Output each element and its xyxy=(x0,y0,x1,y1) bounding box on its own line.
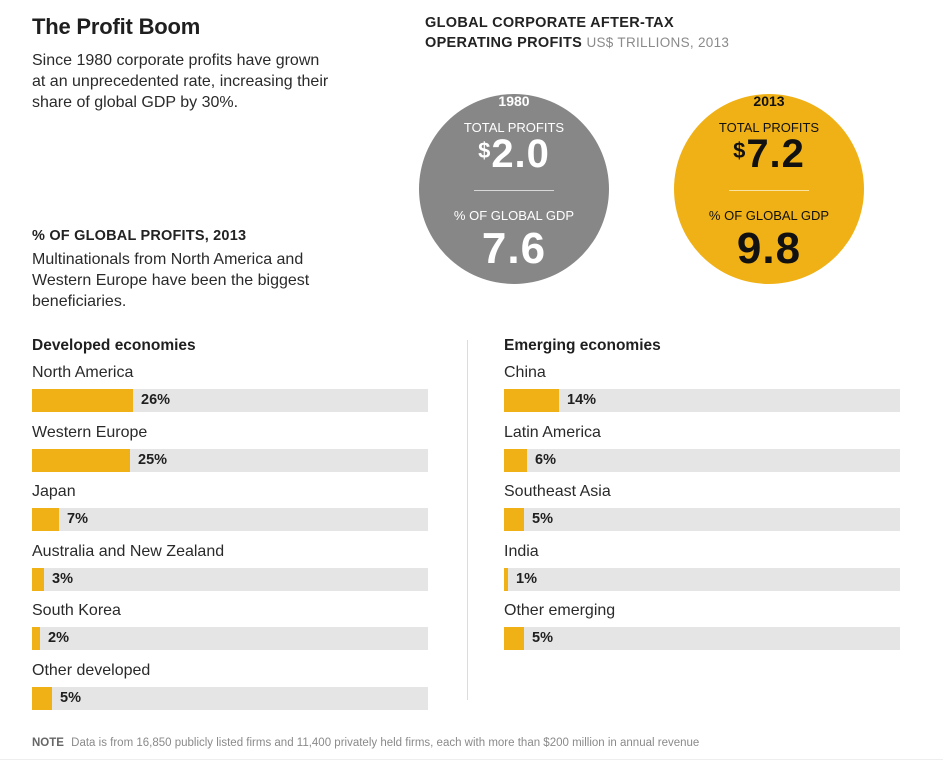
bar-value-label: 14% xyxy=(567,392,597,408)
bottom-rule xyxy=(0,759,943,760)
bar-category-label: Japan xyxy=(32,483,76,500)
currency-symbol: $ xyxy=(478,138,492,163)
circle-divider xyxy=(729,190,809,191)
bar-value-label: 7% xyxy=(67,511,88,527)
note-text: Data is from 16,850 publicly listed firm… xyxy=(71,737,700,749)
bar-value-label: 5% xyxy=(532,630,553,646)
bar xyxy=(32,508,59,531)
emerging-bars: China 14% Latin America 6% Southeast Asia 5% I… xyxy=(504,364,900,664)
gdp-share-label: % OF GLOBAL GDP xyxy=(453,208,575,223)
currency-symbol: $ xyxy=(733,138,747,163)
total-profits-label: TOTAL PROFITS xyxy=(463,120,565,135)
bar-track: 5% xyxy=(504,627,900,650)
bar xyxy=(32,686,52,710)
bar-category-label: Australia and New Zealand xyxy=(32,542,225,560)
bar xyxy=(504,567,508,591)
bar xyxy=(504,448,527,472)
total-profits-value: $7.2 xyxy=(674,132,864,177)
footnote: NOTE Data is from 16,850 publicly listed… xyxy=(32,737,699,749)
bar-track: 26% xyxy=(32,389,428,412)
bar xyxy=(32,567,44,591)
circle-1980: 1980 TOTAL PROFITS $2.0% OF GLOBAL GDP 7.6 xyxy=(419,93,609,284)
bar-row: Western Europe 25% xyxy=(32,424,428,483)
bar xyxy=(504,508,524,531)
bar-value-label: 2% xyxy=(48,630,69,646)
bar-category-label: North America xyxy=(32,364,134,381)
bar-row: North America 26% xyxy=(32,364,428,423)
share-description: Multinationals from North America and We… xyxy=(32,251,310,310)
bar-row: South Korea 2% xyxy=(32,602,428,661)
profits-heading-line1: GLOBAL CORPORATE AFTER-TAX xyxy=(425,15,674,31)
bar xyxy=(32,448,130,472)
bar-category-label: China xyxy=(504,364,546,381)
page-title: The Profit Boom xyxy=(32,14,201,39)
gdp-share-value: 9.8 xyxy=(736,224,802,273)
bar-value-label: 6% xyxy=(535,451,556,468)
bar xyxy=(504,627,524,650)
bar-track: 25% xyxy=(32,448,428,472)
total-profits-value: $2.0 xyxy=(419,132,609,177)
bar-value-label: 1% xyxy=(516,570,537,587)
bar-category-label: Southeast Asia xyxy=(504,483,611,500)
bar-track: 14% xyxy=(504,389,900,412)
bar-track: 2% xyxy=(32,627,428,650)
developed-heading: Developed economies xyxy=(32,337,196,354)
profits-subheading: US$ TRILLIONS, 2013 xyxy=(586,35,730,50)
bar-category-label: South Korea xyxy=(32,602,121,619)
bar-row: Other emerging 5% xyxy=(504,602,900,661)
profits-heading-line2: OPERATING PROFITS US$ TRILLIONS, 2013 xyxy=(425,35,730,51)
bar xyxy=(504,389,559,412)
circle-divider xyxy=(474,190,554,191)
bar-category-label: Other emerging xyxy=(504,602,616,619)
bar-row: Latin America 6% xyxy=(504,424,900,483)
circle-year: 2013 xyxy=(753,93,785,109)
bar-row: Australia and New Zealand 3% xyxy=(32,543,428,602)
note-label: NOTE xyxy=(32,737,64,749)
gdp-share-value: 7.6 xyxy=(481,224,547,273)
bar-track: 3% xyxy=(32,567,428,591)
bar-track: 5% xyxy=(504,508,900,531)
profits-heading: GLOBAL CORPORATE AFTER-TAX OPERATING PRO… xyxy=(425,14,729,53)
bar-value-label: 25% xyxy=(138,451,168,468)
bar-category-label: India xyxy=(504,542,539,560)
bar-row: China 14% xyxy=(504,364,900,423)
bar-category-label: Other developed xyxy=(32,661,151,679)
bar-value-label: 3% xyxy=(52,570,73,587)
bar-row: India 1% xyxy=(504,543,900,602)
bar-track: 7% xyxy=(32,508,428,531)
bar-row: Southeast Asia 5% xyxy=(504,483,900,542)
profits-number: 2.0 xyxy=(491,132,550,176)
bar-track: 1% xyxy=(504,567,900,591)
column-divider xyxy=(467,340,468,700)
bar xyxy=(32,627,40,650)
bar-value-label: 26% xyxy=(141,392,171,408)
share-heading: % OF GLOBAL PROFITS, 2013 xyxy=(32,228,247,244)
bar xyxy=(32,389,133,412)
bar-value-label: 5% xyxy=(532,511,553,527)
bar-category-label: Latin America xyxy=(504,423,601,441)
gdp-share-label: % OF GLOBAL GDP xyxy=(708,208,830,223)
total-profits-label: TOTAL PROFITS xyxy=(718,120,820,135)
emerging-heading: Emerging economies xyxy=(504,337,661,354)
bar-value-label: 5% xyxy=(60,689,81,706)
circle-2013: 2013 TOTAL PROFITS $7.2% OF GLOBAL GDP 9.8 xyxy=(674,93,864,284)
bar-category-label: Western Europe xyxy=(32,423,148,441)
bar-track: 5% xyxy=(32,686,428,710)
bar-track: 6% xyxy=(504,448,900,472)
intro-text: Since 1980 corporate profits have grown … xyxy=(32,52,329,111)
profits-number: 7.2 xyxy=(746,132,805,176)
bar-row: Japan 7% xyxy=(32,483,428,542)
developed-bars: North America 26% Western Europe 25% Japan 7%… xyxy=(32,364,428,724)
bar-row: Other developed 5% xyxy=(32,662,428,721)
circle-year: 1980 xyxy=(498,93,530,109)
